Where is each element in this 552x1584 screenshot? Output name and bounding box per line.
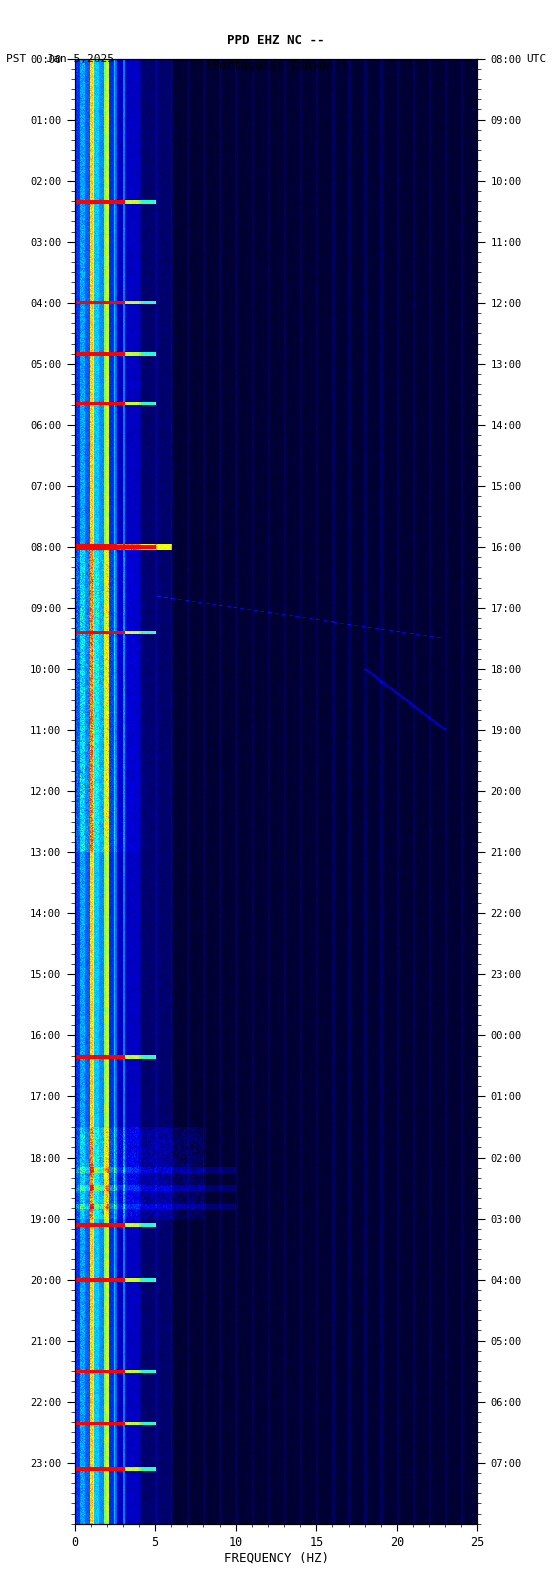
- Text: PPD EHZ NC --: PPD EHZ NC --: [227, 33, 325, 46]
- Text: PST   Jan 5,2025: PST Jan 5,2025: [6, 54, 114, 63]
- Text: UTC: UTC: [526, 54, 546, 63]
- Text: (Portuguese Canyon ): (Portuguese Canyon ): [205, 59, 347, 71]
- X-axis label: FREQUENCY (HZ): FREQUENCY (HZ): [224, 1551, 328, 1565]
